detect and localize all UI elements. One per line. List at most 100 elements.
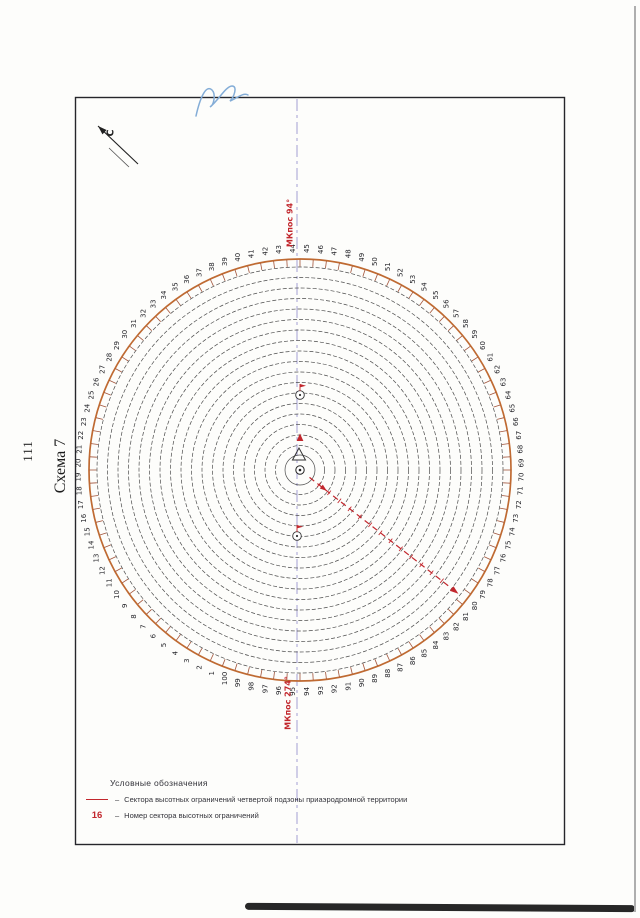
sector-number: 1: [208, 671, 216, 675]
legend-item-text: Сектора высотных ограничений четвертой п…: [124, 795, 408, 804]
sector-number: 85: [421, 649, 429, 658]
marker-beacon-symbol: [292, 525, 303, 541]
sector-number: 84: [432, 640, 440, 649]
triangle-symbol: [291, 446, 307, 461]
sector-number: 87: [397, 663, 405, 672]
sector-number: 60: [479, 341, 487, 350]
outer-boundary-circle: [88, 258, 512, 682]
sector-number: 3: [183, 658, 191, 662]
north-arrow: С: [97, 125, 139, 168]
sector-number: 10: [113, 590, 121, 599]
sector-number: 41: [248, 249, 256, 258]
sector-number: 49: [358, 253, 366, 262]
legend-title: Условные обозначения: [110, 778, 208, 788]
sector-number: 73: [512, 514, 520, 523]
handwritten-mark: [195, 85, 249, 117]
aerodrome-center-symbols: [291, 446, 307, 475]
north-label: С: [106, 129, 117, 136]
sector-number: 7: [139, 624, 147, 628]
sector-number: 17: [77, 500, 85, 509]
sector-number: 58: [462, 319, 470, 328]
sector-number: 62: [493, 365, 501, 374]
sector-number: 64: [504, 390, 512, 399]
sector-number: 55: [432, 291, 440, 300]
sector-number: 93: [317, 686, 325, 695]
legend-dash: –: [115, 795, 120, 804]
sector-number: 80: [471, 601, 479, 610]
sector-number: 2: [195, 665, 203, 669]
sector-number: 12: [99, 566, 107, 575]
course-label: МКпос 94°: [286, 199, 295, 247]
sector-number: 5: [160, 643, 168, 647]
sector-number: 77: [493, 566, 501, 575]
sector-number: 63: [499, 378, 507, 387]
drawing-frame: [74, 96, 566, 846]
sector-number: 28: [105, 353, 113, 362]
sector-number: 6: [150, 633, 158, 638]
sector-number: 35: [172, 282, 180, 291]
sector-number: 22: [77, 431, 85, 440]
sector-number: 44: [289, 244, 297, 253]
marker-beacon-symbol: [295, 384, 306, 400]
sector-number: 27: [99, 365, 107, 374]
sector-number-sample: 16: [91, 810, 103, 821]
sector-number: 32: [139, 309, 147, 318]
sector-number: 20: [75, 459, 83, 468]
sector-number: 9: [121, 604, 129, 608]
sector-number: 24: [83, 403, 91, 412]
page-number: 111: [20, 440, 35, 462]
sector-number: 97: [261, 684, 269, 693]
sector-number: 75: [504, 541, 512, 550]
sector-number: 66: [512, 417, 520, 426]
sector-number: 94: [303, 686, 311, 695]
legend-item-sector-number: 16 – Номер сектора высотных ограничений: [84, 810, 554, 821]
sector-boundary-ticks: [89, 259, 511, 681]
legend-symbol-cell: [84, 799, 110, 800]
sector-number: 83: [443, 632, 451, 641]
sector-number: 57: [453, 309, 461, 318]
approach-course-line: [309, 476, 459, 595]
scan-edge-right-artifact: [634, 6, 636, 912]
sector-number: 39: [221, 257, 229, 266]
sector-number: 50: [371, 257, 379, 266]
sector-number: 47: [331, 247, 339, 256]
sector-number: 82: [453, 622, 461, 631]
sector-number: 43: [275, 245, 283, 254]
course-label: МКпос 274°: [284, 676, 293, 730]
sector-number: 21: [76, 445, 84, 454]
scheme-title: Схема 7: [52, 438, 69, 494]
sector-number: 34: [160, 290, 168, 299]
sector-number: 53: [409, 275, 417, 284]
sector-number: 8: [130, 614, 138, 618]
sector-number: 92: [331, 684, 339, 693]
sector-number: 52: [397, 268, 405, 277]
sector-number: 81: [462, 612, 470, 621]
sector-number: 14: [88, 540, 96, 549]
axis-arrowhead: [296, 433, 304, 441]
sector-number: 68: [517, 445, 525, 454]
sector-number: 86: [409, 656, 417, 665]
sector-number: 45: [303, 244, 311, 253]
sector-number: 23: [80, 417, 88, 426]
sector-number: 19: [75, 473, 83, 482]
sector-number: 33: [150, 299, 158, 308]
sector-number: 61: [487, 353, 495, 362]
sector-number: 40: [234, 253, 242, 262]
sector-number: 95: [289, 687, 297, 696]
sector-number: 38: [208, 262, 216, 271]
sector-number: 31: [130, 319, 138, 328]
concentric-rings: [96, 266, 504, 674]
sector-number: 91: [344, 682, 352, 691]
course-arrowhead: [450, 586, 459, 594]
sector-number: 18: [76, 486, 84, 495]
sector-number: 37: [195, 268, 203, 277]
sector-number: 88: [384, 669, 392, 678]
sector-number: 67: [515, 431, 523, 440]
sector-number: 100: [221, 672, 229, 685]
sector-number: 70: [517, 473, 525, 482]
sector-number: 48: [344, 249, 352, 258]
handwriting-stroke: [195, 85, 249, 117]
sector-number: 25: [88, 391, 96, 400]
